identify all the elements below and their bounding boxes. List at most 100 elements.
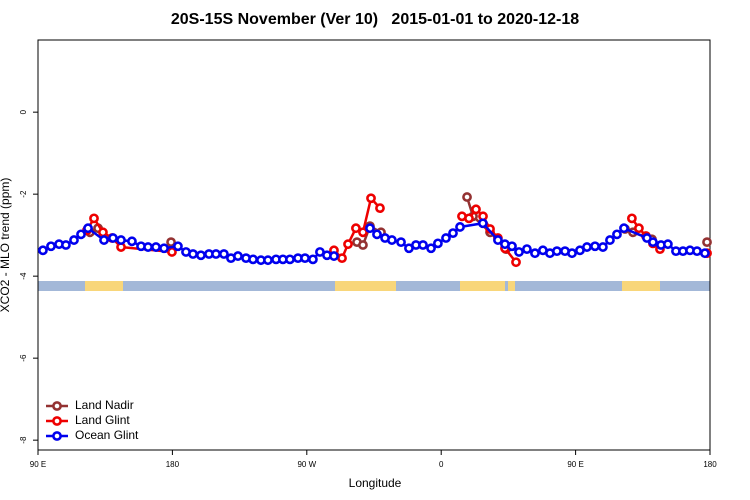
point [219, 249, 229, 259]
point [522, 244, 532, 254]
point [61, 240, 71, 250]
point [433, 238, 443, 249]
point [151, 242, 161, 252]
land-strip [85, 281, 123, 291]
x-tick-label: 90 E [30, 460, 46, 469]
point [700, 248, 710, 259]
point [634, 223, 644, 234]
point [507, 241, 517, 252]
land-strip [508, 281, 515, 291]
point [351, 223, 361, 234]
surface-strip [38, 281, 710, 291]
point [619, 223, 629, 234]
point [98, 227, 108, 238]
point [582, 242, 592, 252]
point [366, 193, 376, 204]
point [159, 243, 169, 254]
y-tick-label: -8 [19, 436, 28, 444]
point [471, 204, 481, 215]
y-axis-label: XCO2 - MLO trend (ppm) [0, 178, 12, 313]
land-strip [335, 281, 396, 291]
x-tick-label: 180 [703, 460, 717, 469]
point [372, 229, 382, 240]
point [173, 241, 183, 252]
legend-marker [52, 431, 62, 441]
point [648, 237, 658, 248]
point [38, 245, 48, 256]
point [530, 248, 540, 259]
point [418, 240, 428, 250]
y-tick-label: 0 [19, 109, 28, 114]
point [396, 237, 406, 248]
point [76, 229, 86, 240]
point [455, 222, 465, 232]
legend-label: Land Nadir [75, 398, 134, 412]
point [188, 249, 198, 259]
legend-label: Ocean Glint [75, 428, 139, 442]
point [662, 239, 673, 250]
point [514, 247, 524, 257]
point [375, 203, 385, 213]
point [83, 223, 93, 234]
point [89, 213, 99, 224]
x-tick-label: 90 W [297, 460, 316, 469]
point [233, 251, 243, 261]
point [248, 254, 258, 265]
legend-label: Land Glint [75, 413, 130, 427]
land-strip [460, 281, 505, 291]
point [464, 213, 474, 224]
x-tick-label: 90 E [567, 460, 583, 469]
point [605, 235, 615, 245]
point [365, 223, 375, 234]
legend-marker [52, 416, 62, 426]
point [612, 229, 622, 240]
point [462, 192, 472, 202]
point [626, 213, 637, 224]
point [387, 235, 397, 245]
x-axis-label: Longitude [349, 476, 402, 490]
point [300, 253, 310, 264]
point [69, 235, 79, 245]
point [329, 251, 339, 261]
point [493, 235, 503, 245]
point [343, 239, 353, 250]
y-tick-label: -2 [19, 190, 28, 198]
point [46, 241, 56, 252]
point [477, 218, 488, 229]
point [196, 250, 206, 261]
legend-marker [52, 401, 62, 411]
point [426, 243, 436, 254]
point [692, 246, 702, 257]
chart-title: 20S-15S November (Ver 10) 2015-01-01 to … [171, 11, 579, 28]
point [337, 253, 347, 264]
point [598, 242, 608, 252]
point [590, 241, 600, 252]
point [358, 227, 368, 238]
point [116, 235, 126, 245]
point [285, 254, 295, 265]
point [441, 233, 451, 243]
point [263, 255, 273, 266]
land-strip [622, 281, 660, 291]
point [108, 233, 118, 243]
y-tick-label: -6 [19, 354, 28, 362]
point [358, 240, 368, 250]
point [127, 236, 137, 247]
point [702, 237, 712, 248]
point [166, 237, 176, 248]
x-tick-label: 0 [439, 460, 444, 469]
point [552, 246, 562, 257]
point [211, 249, 221, 259]
point [567, 248, 577, 259]
point [99, 235, 109, 245]
y-tick-label: -4 [19, 272, 28, 280]
x-tick-label: 180 [166, 460, 180, 469]
point [308, 254, 318, 265]
point [511, 257, 521, 268]
series [38, 218, 710, 266]
point [143, 242, 153, 252]
point [448, 228, 458, 239]
